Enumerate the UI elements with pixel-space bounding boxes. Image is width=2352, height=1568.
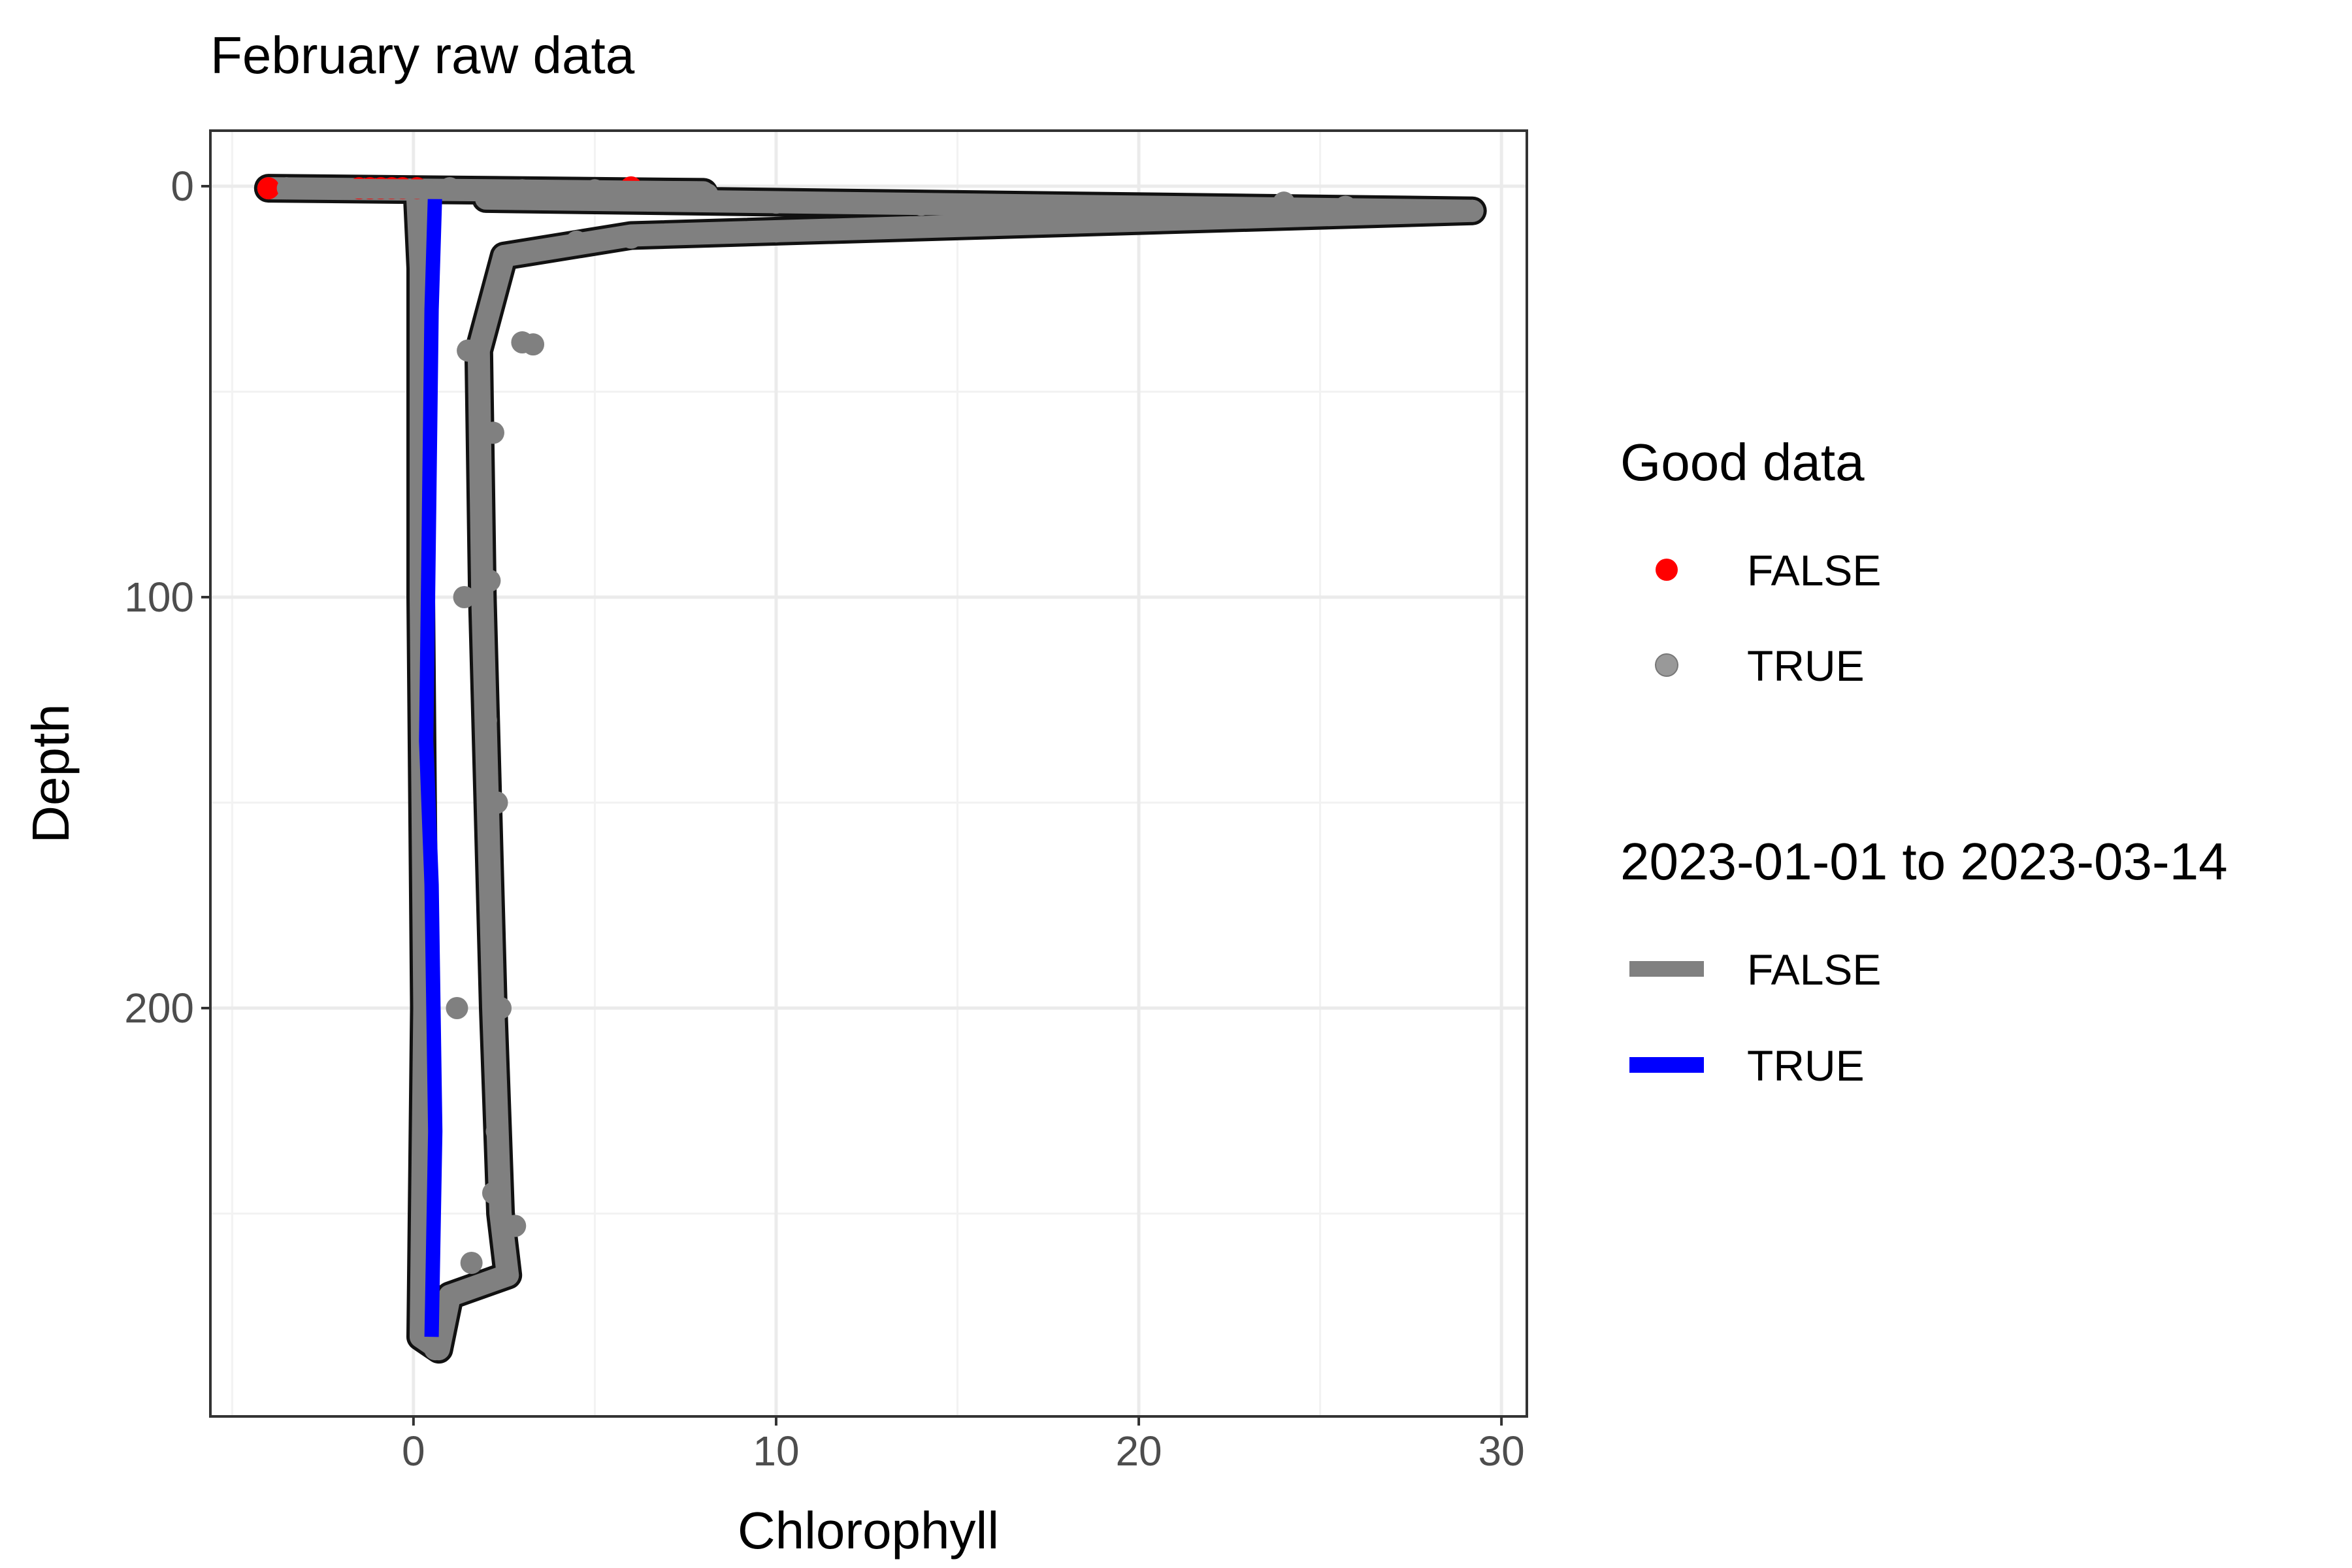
point-true	[493, 244, 515, 267]
legend-2: 2023-01-01 to 2023-03-14 FALSE TRUE	[1620, 832, 2228, 1090]
point-true	[1055, 195, 1078, 218]
plot-panel	[209, 129, 1528, 1418]
point-true	[474, 709, 497, 732]
point-true	[424, 1338, 447, 1361]
y-tick-label: 200	[124, 985, 194, 1032]
x-tick-label: 10	[753, 1428, 799, 1475]
point-true	[983, 208, 1005, 231]
y-tick-label: 100	[124, 574, 194, 621]
point-true	[764, 191, 787, 214]
point-true	[446, 997, 468, 1019]
point-true	[1273, 191, 1296, 214]
x-axis-label: Chlorophyll	[738, 1501, 999, 1560]
point-true	[457, 339, 480, 362]
point-true	[485, 791, 508, 814]
y-tick-label: 0	[171, 163, 194, 210]
legend-title: 2023-01-01 to 2023-03-14	[1620, 832, 2228, 890]
point-true	[1461, 199, 1484, 222]
legend-key-point	[1656, 559, 1678, 581]
point-true	[482, 421, 504, 444]
legend-1: Good data FALSE TRUE	[1620, 433, 1881, 690]
legend-label: FALSE	[1747, 546, 1881, 595]
point-true	[489, 997, 512, 1019]
line-surface-overlay	[276, 178, 713, 201]
x-tick-label: 0	[402, 1428, 425, 1475]
point-true	[453, 586, 476, 608]
point-true	[565, 230, 588, 253]
point-false	[257, 177, 280, 200]
legend-key-point	[1655, 653, 1678, 677]
point-true	[485, 1120, 508, 1143]
point-true	[619, 226, 642, 249]
point-true	[460, 1251, 483, 1274]
point-true	[504, 1215, 527, 1237]
line-series-false	[257, 177, 1484, 1361]
legend-label: TRUE	[1747, 642, 1865, 690]
point-true	[1225, 201, 1248, 224]
chart-title: February raw data	[210, 26, 635, 84]
point-true	[522, 333, 545, 356]
chart-marks	[253, 174, 1487, 1364]
legend-label: FALSE	[1747, 945, 1881, 994]
line-series-true	[419, 188, 443, 1337]
point-true	[764, 220, 787, 243]
x-tick-label: 20	[1115, 1428, 1162, 1475]
plot-border	[209, 129, 1528, 1418]
y-axis-label: Depth	[22, 704, 80, 843]
y-axis-ticks: 0 100 200	[124, 163, 210, 1032]
legend-title: Good data	[1620, 433, 1865, 491]
point-true	[482, 1182, 504, 1205]
point-true	[909, 193, 932, 216]
x-tick-label: 30	[1478, 1428, 1525, 1475]
point-true	[1334, 195, 1357, 218]
point-true	[497, 1264, 519, 1286]
x-axis-ticks: 0 10 20 30	[402, 1416, 1525, 1475]
point-true	[478, 569, 501, 592]
legend-label: TRUE	[1747, 1041, 1865, 1090]
point-true	[438, 1284, 461, 1307]
